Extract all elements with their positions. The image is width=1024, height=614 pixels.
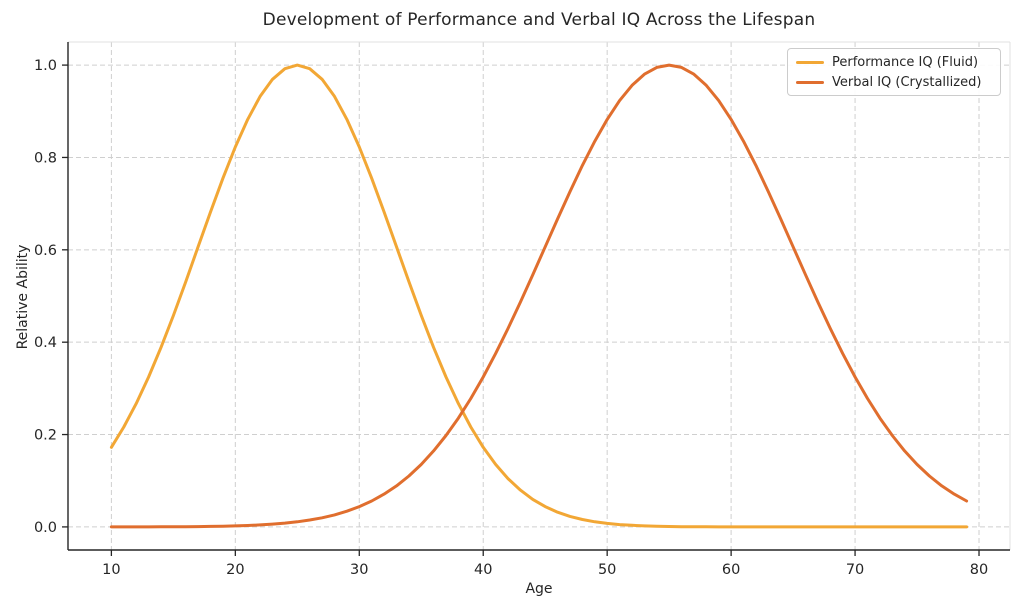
chart-title: Development of Performance and Verbal IQ… xyxy=(262,10,816,30)
legend-swatch-performance-line xyxy=(796,60,824,64)
y-tick-label: 0.0 xyxy=(34,520,57,536)
x-tick-label: 60 xyxy=(722,562,740,578)
x-tick-label: 50 xyxy=(598,562,616,578)
legend-swatch-verbal-line xyxy=(796,80,824,84)
y-tick-label: 1.0 xyxy=(34,58,57,74)
x-tick-label: 70 xyxy=(846,562,864,578)
series-line-performance xyxy=(109,63,969,529)
y-tick-label: 0.6 xyxy=(34,243,57,259)
x-tick-label: 20 xyxy=(226,562,244,578)
legend-label: Verbal IQ (Crystallized) xyxy=(832,74,982,90)
legend-label: Performance IQ (Fluid) xyxy=(832,54,979,70)
legend-entry-verbal: Verbal IQ (Crystallized) xyxy=(796,74,990,90)
x-tick-label: 10 xyxy=(102,562,120,578)
series-line-verbal xyxy=(109,63,969,529)
y-axis-label: Relative Ability xyxy=(15,244,31,350)
y-tick-label: 0.2 xyxy=(34,428,57,444)
legend: Performance IQ (Fluid) Verbal IQ (Crysta… xyxy=(787,48,1001,96)
y-tick-label: 0.8 xyxy=(34,150,57,166)
y-tick-label: 0.4 xyxy=(34,335,57,351)
x-axis-label: Age xyxy=(525,581,553,597)
x-tick-label: 40 xyxy=(474,562,492,578)
legend-entry-performance: Performance IQ (Fluid) xyxy=(796,54,990,70)
x-tick-label: 30 xyxy=(350,562,368,578)
x-tick-label: 80 xyxy=(970,562,988,578)
